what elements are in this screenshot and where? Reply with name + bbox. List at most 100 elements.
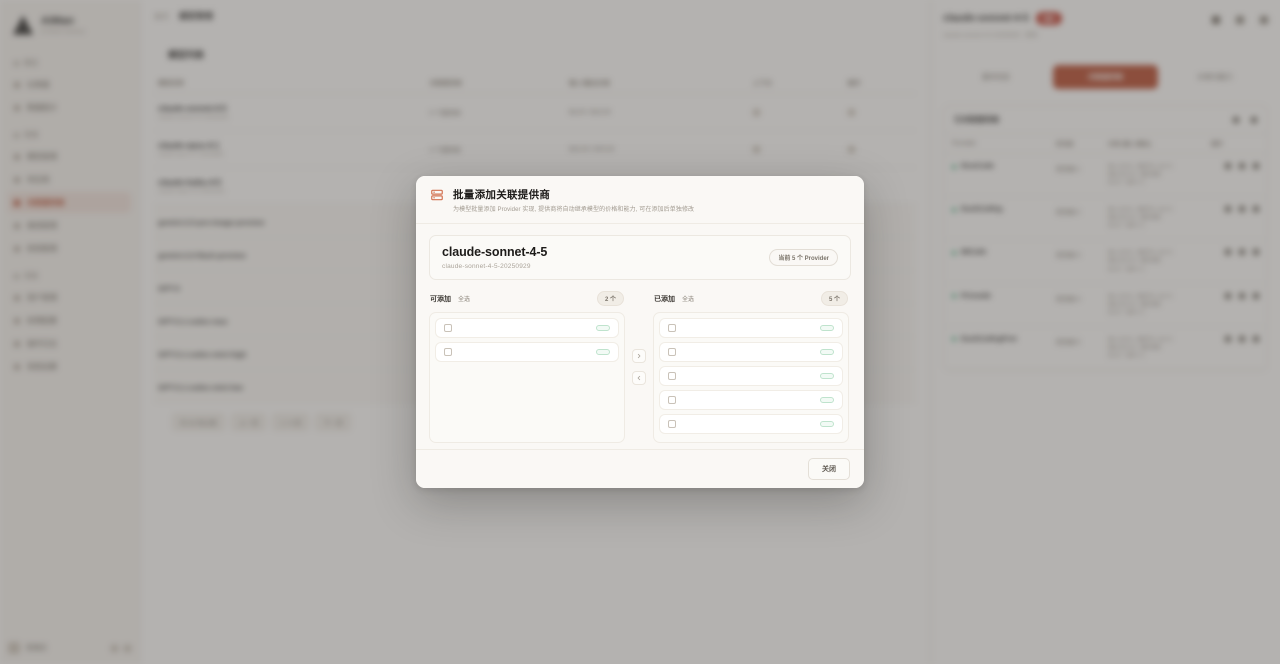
table-row[interactable]: claude-sonnet-4-5 claude-sonnet-4-5-20250… [154, 93, 916, 131]
provider-toggle-icon[interactable] [1239, 335, 1245, 342]
sidebar-item[interactable]: 密钥管理 [8, 238, 131, 259]
pager-chip[interactable]: 下一页 [315, 413, 351, 431]
move-right-button[interactable] [632, 349, 646, 363]
status-dot-icon [952, 250, 956, 255]
status-dot-icon [952, 164, 956, 169]
sidebar-item[interactable]: 系统设置 [8, 356, 131, 377]
detail-tab[interactable]: 基本信息 [981, 74, 1010, 81]
provider-row[interactable]: DuckCodingFree 优先级 5 输入 $3.00 · 缓存写入 $3.75… [944, 326, 1267, 370]
item-checkbox[interactable] [444, 324, 452, 332]
pager-chip[interactable]: 共 36 条记录 [172, 413, 225, 431]
sidebar-group-title: 概览 [8, 54, 131, 72]
sidebar-item[interactable]: 权限配置 [8, 310, 131, 331]
add-provider-icon[interactable] [1233, 116, 1239, 123]
provider-row[interactable]: Privnode 优先级 4 输入 $3.00 · 缓存写入 $3.75 输出 $15… [944, 283, 1267, 327]
provider-edit-icon[interactable] [1225, 292, 1231, 299]
pager-chip[interactable]: 1 / 4 页 [272, 413, 310, 431]
provider-edit-icon[interactable] [1225, 335, 1231, 342]
item-status-badge [820, 421, 834, 427]
sidebar-item[interactable]: 渠道管理 [8, 215, 131, 236]
pager-chip[interactable]: 上一页 [230, 413, 267, 431]
list-item[interactable] [659, 390, 843, 410]
table-header-cell: 操作 [843, 71, 916, 94]
provider-delete-icon[interactable] [1253, 163, 1259, 169]
nav-icon [14, 199, 20, 206]
list-item[interactable] [659, 318, 843, 338]
status-dot-icon [952, 207, 956, 212]
item-checkbox[interactable] [668, 396, 676, 404]
detail-tab[interactable]: 关联提供商 [1052, 65, 1159, 89]
item-checkbox[interactable] [668, 324, 676, 332]
provider-toggle-icon[interactable] [1239, 206, 1245, 213]
available-select-all[interactable]: 全选 [458, 297, 471, 303]
nav-icon [14, 176, 20, 183]
move-left-button[interactable] [632, 371, 646, 385]
sidebar-item[interactable]: 用户管理 [8, 287, 131, 308]
added-select-all[interactable]: 全选 [682, 297, 695, 303]
available-count: 2 个 [596, 291, 624, 306]
sidebar-item-label: 模型管理 [27, 152, 57, 161]
logout-icon[interactable] [124, 644, 131, 652]
added-count: 5 个 [820, 291, 848, 306]
provider-table: Provider 优先级 价格 (输入/输出) 操作 IKunCode 优先级 1 输入 … [944, 133, 1267, 370]
sidebar-user-label: 管理员 [26, 645, 47, 652]
settings-icon[interactable] [111, 644, 118, 652]
group-label: gemini-2.5-pro-image-preview [158, 218, 265, 227]
list-item[interactable] [659, 342, 843, 362]
model-id: claude-sonnet-4-5-20250929 [442, 263, 531, 270]
provider-delete-icon[interactable] [1253, 206, 1259, 213]
sidebar-item[interactable]: 操作日志 [8, 333, 131, 354]
sidebar-item[interactable]: 仪表盘 [8, 74, 131, 95]
sidebar-item-label: 数据统计 [27, 103, 57, 112]
item-checkbox[interactable] [668, 348, 676, 356]
item-checkbox[interactable] [444, 348, 452, 356]
provider-toggle-icon[interactable] [1239, 249, 1245, 256]
provider-name: Privnode [952, 293, 1040, 300]
item-status-badge [596, 349, 610, 355]
provider-toggle-icon[interactable] [1239, 292, 1245, 299]
row-model-name: claude-haiku-4-5 [158, 177, 222, 187]
detail-tab[interactable]: 价格与能力 [1197, 74, 1233, 81]
provider-row[interactable]: IKunCode 优先级 1 输入 $3.00 · 缓存写入 $3.75 输出 $15… [944, 153, 1267, 198]
detail-title: claude-sonnet-4-5 [943, 13, 1029, 24]
provider-edit-icon[interactable] [1225, 206, 1231, 213]
provider-delete-icon[interactable] [1253, 292, 1259, 299]
provider-edit-icon[interactable] [1225, 249, 1231, 256]
sidebar-item[interactable]: 模型管理 [8, 146, 131, 167]
sidebar-item-label: 系统设置 [27, 362, 57, 371]
item-checkbox[interactable] [668, 372, 676, 380]
provider-edit-icon[interactable] [1225, 163, 1231, 169]
row-model-id: claude-opus-4-1-20250805 [158, 151, 225, 158]
provider-row[interactable]: 88Code 优先级 3 输入 $3.00 · 缓存写入 $3.75 输出 $15.0… [944, 239, 1267, 284]
available-list [429, 312, 625, 443]
sidebar-item[interactable]: 供应商 [8, 169, 131, 190]
refresh-icon[interactable] [1236, 16, 1244, 24]
provider-priority: 优先级 3 [1047, 239, 1100, 284]
close-icon[interactable] [1260, 16, 1268, 24]
batch-add-icon[interactable] [1251, 116, 1257, 123]
list-item[interactable] [659, 366, 843, 386]
provider-name: 88Code [952, 249, 1040, 256]
provider-price: 输入 $3.00 · 缓存写入 $3.75 输出 $15.00 · 缓存读取 $0.… [1099, 239, 1204, 284]
row-actions-icon[interactable] [847, 146, 855, 153]
list-item[interactable] [659, 414, 843, 434]
provider-row[interactable]: DuckCoding 优先级 2 输入 $3.00 · 缓存写入 $3.75 输出 $… [944, 196, 1267, 241]
table-header-cell: 模型名称 [154, 71, 426, 94]
list-item[interactable] [435, 342, 619, 362]
provider-delete-icon[interactable] [1253, 335, 1259, 342]
edit-icon[interactable] [1212, 16, 1220, 24]
sidebar-item[interactable]: 关联提供商 [8, 192, 131, 213]
provider-toggle-icon[interactable] [1239, 163, 1245, 169]
brand-subtitle: AI Model Gateway [41, 29, 86, 35]
added-column: 已添加 全选 5 个 [653, 291, 849, 443]
breadcrumb-parent[interactable]: 首页 [154, 11, 169, 21]
provider-delete-icon[interactable] [1253, 249, 1259, 256]
item-checkbox[interactable] [668, 420, 676, 428]
table-row[interactable]: claude-opus-4-1 claude-opus-4-1-20250805 3… [154, 130, 916, 168]
sidebar-item-label: 密钥管理 [27, 244, 57, 253]
list-item[interactable] [435, 318, 619, 338]
close-button[interactable]: 关闭 [808, 458, 850, 480]
item-status-badge [820, 373, 834, 379]
row-actions-icon[interactable] [847, 109, 855, 116]
sidebar-item[interactable]: 数据统计 [8, 97, 131, 118]
